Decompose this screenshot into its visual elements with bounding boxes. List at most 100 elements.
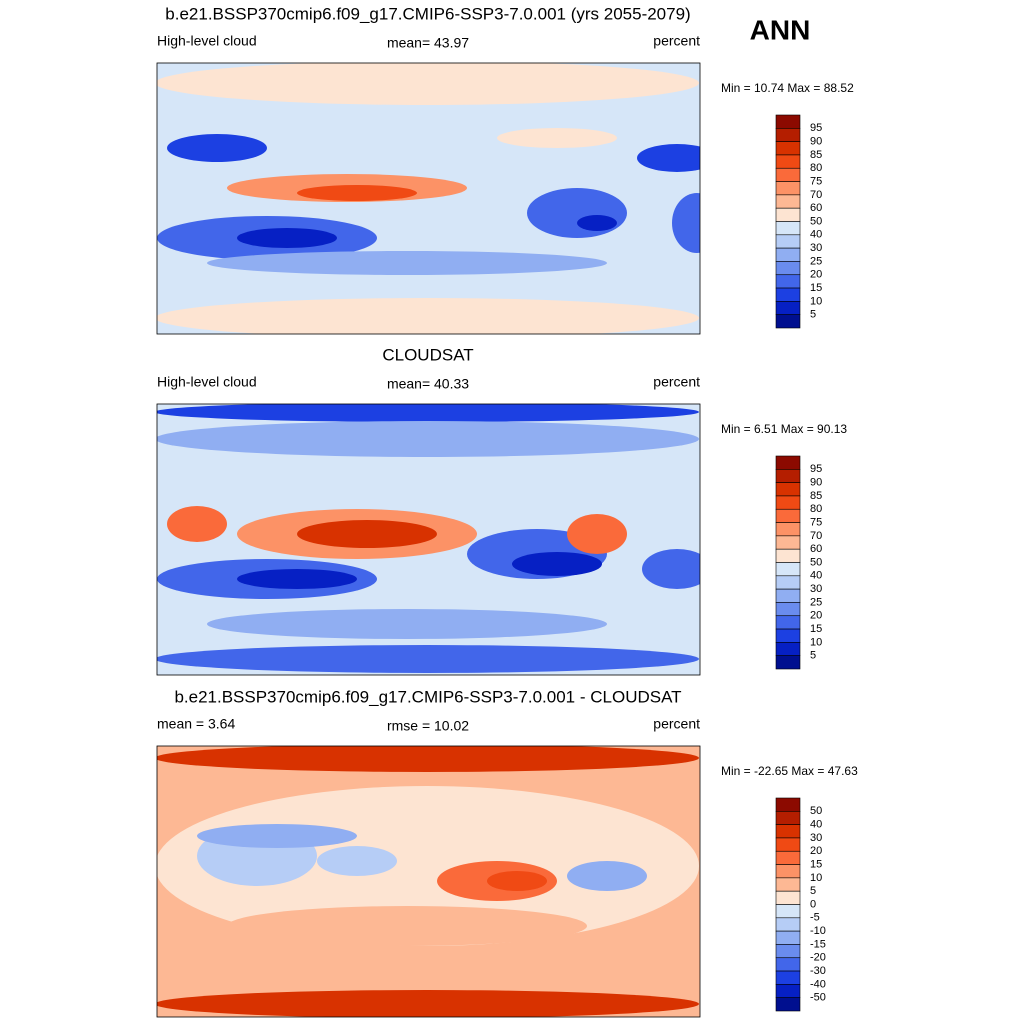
colorbar-box — [775, 562, 801, 577]
colorbar-label: 0 — [810, 898, 816, 910]
colorbar-box — [775, 917, 801, 932]
map-contour — [227, 906, 587, 946]
map-contour — [207, 251, 607, 275]
colorbar-box — [775, 997, 801, 1012]
colorbar-box — [775, 642, 801, 656]
colorbar-label: 60 — [810, 202, 822, 214]
colorbar-label: 75 — [810, 516, 822, 528]
colorbar-label: 70 — [810, 189, 822, 201]
map-contour — [637, 144, 700, 172]
map-contour — [237, 228, 337, 248]
colorbar-label: 20 — [810, 269, 822, 281]
colorbar-box — [775, 114, 801, 129]
colorbar-label: 15 — [810, 623, 822, 635]
map-frame — [156, 403, 701, 676]
colorbar-label: 5 — [810, 650, 816, 662]
colorbar-box — [775, 495, 801, 510]
colorbar-label: -20 — [810, 952, 826, 964]
colorbar-label: 50 — [810, 805, 822, 817]
colorbar-box — [775, 877, 801, 892]
map-field — [157, 63, 700, 334]
colorbar-label: 15 — [810, 282, 822, 294]
colorbar-label: 15 — [810, 858, 822, 870]
colorbar-label: -10 — [810, 925, 826, 937]
panel-right-label: percent — [653, 374, 700, 390]
panel-minmax: Min = 10.74 Max = 88.52 — [721, 81, 854, 95]
map-contour — [157, 298, 699, 334]
colorbar-box — [775, 128, 801, 142]
colorbar-box — [775, 508, 801, 523]
colorbar-box — [775, 837, 801, 852]
colorbar-box — [775, 944, 801, 959]
colorbar-box — [775, 234, 801, 249]
map-contour — [317, 846, 397, 876]
panel-left-label: High-level cloud — [157, 33, 257, 49]
colorbar-box — [775, 984, 801, 998]
colorbar-label: 50 — [810, 556, 822, 568]
map-contour — [207, 609, 607, 639]
map — [156, 403, 701, 676]
panel-right-label: percent — [653, 33, 700, 49]
colorbar-box — [775, 628, 801, 643]
colorbar-label: 20 — [810, 845, 822, 857]
figure-label: ANN — [750, 14, 811, 45]
colorbar-box — [775, 904, 801, 919]
map-contour — [157, 645, 699, 673]
map-contour — [527, 188, 627, 238]
colorbar-box — [775, 655, 801, 670]
panel-center-label: mean= 43.97 — [387, 35, 469, 51]
colorbar-box — [775, 274, 801, 289]
colorbar-label: 10 — [810, 636, 822, 648]
colorbar-label: 50 — [810, 215, 822, 227]
map-contour — [567, 861, 647, 891]
colorbar-box — [775, 970, 801, 985]
colorbar-box — [775, 469, 801, 483]
colorbar-label: 95 — [810, 122, 822, 134]
colorbar-box — [775, 824, 801, 839]
map-contour — [237, 569, 357, 589]
colorbar-box — [775, 482, 801, 497]
colorbar-label: 85 — [810, 490, 822, 502]
map-contour — [167, 134, 267, 162]
colorbar-box — [775, 314, 801, 329]
colorbar-label: -50 — [810, 992, 826, 1004]
colorbar-label: 30 — [810, 583, 822, 595]
colorbar-label: -15 — [810, 938, 826, 950]
colorbar-box — [775, 548, 801, 563]
map-contour — [567, 514, 627, 554]
colorbar-box — [775, 154, 801, 169]
panel-title: b.e21.BSSP370cmip6.f09_g17.CMIP6-SSP3-7.… — [174, 687, 681, 706]
colorbar-box — [775, 890, 801, 905]
colorbar-box — [775, 588, 801, 603]
colorbar-label: 40 — [810, 229, 822, 241]
map-contour — [497, 128, 617, 148]
panel-minmax: Min = -22.65 Max = 47.63 — [721, 764, 858, 778]
colorbar-label: 60 — [810, 543, 822, 555]
colorbar-box — [775, 221, 801, 236]
colorbar-box — [775, 575, 801, 590]
colorbar-label: 70 — [810, 530, 822, 542]
colorbar-box — [775, 207, 801, 222]
map-contour — [157, 63, 699, 105]
colorbar-label: 80 — [810, 503, 822, 515]
colorbar-label: 5 — [810, 309, 816, 321]
colorbar-label: -5 — [810, 912, 820, 924]
map-contour — [157, 746, 699, 772]
map-field — [157, 746, 700, 1017]
map-contour — [642, 549, 700, 589]
colorbar-label: 90 — [810, 136, 822, 148]
colorbar-box — [775, 615, 801, 630]
colorbar-label: 40 — [810, 570, 822, 582]
map-contour — [167, 506, 227, 542]
colorbar-box — [775, 535, 801, 550]
colorbar-label: 95 — [810, 463, 822, 475]
colorbar-label: 90 — [810, 477, 822, 489]
colorbar-box — [775, 287, 801, 302]
colorbar-label: 10 — [810, 295, 822, 307]
colorbar-label: 25 — [810, 255, 822, 267]
colorbar-box — [775, 957, 801, 972]
map-field — [157, 404, 700, 675]
map-contour — [157, 990, 699, 1017]
map — [156, 745, 701, 1018]
